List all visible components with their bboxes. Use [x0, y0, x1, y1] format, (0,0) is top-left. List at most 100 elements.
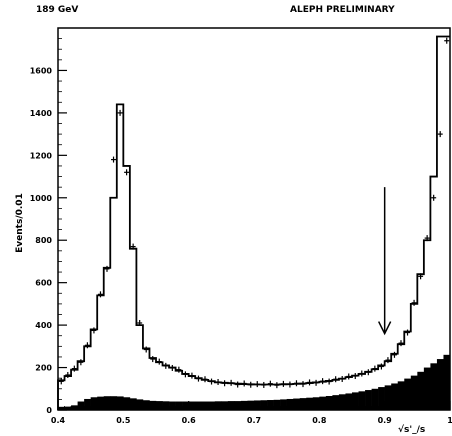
y-tick-label: 1400: [30, 109, 53, 118]
data-point: [248, 381, 254, 388]
x-tick-label: 0.5: [116, 416, 131, 425]
data-point: [195, 375, 201, 382]
background-bar: [319, 396, 327, 410]
background-bar: [267, 400, 274, 410]
plot-area: [57, 35, 451, 410]
data-point: [313, 379, 319, 386]
background-bar: [188, 401, 196, 410]
background-bar: [254, 400, 261, 410]
data-point: [235, 381, 241, 388]
data-point: [84, 342, 90, 349]
data-point: [182, 371, 188, 378]
data-point: [431, 194, 437, 201]
background-bar: [410, 375, 418, 410]
data-point: [228, 379, 234, 386]
background-bar: [286, 398, 294, 410]
background-bar: [280, 399, 287, 410]
data-point: [372, 365, 378, 372]
data-point: [78, 359, 84, 366]
data-point: [104, 265, 110, 272]
background-bar: [64, 406, 72, 410]
background-bar: [77, 401, 85, 410]
background-bar: [430, 363, 438, 410]
x-tick-label: 0.8: [312, 416, 327, 425]
data-point: [326, 378, 332, 385]
background-bar: [443, 354, 451, 410]
background-bar: [378, 387, 385, 410]
y-tick-label: 600: [35, 279, 52, 288]
data-point: [385, 357, 391, 364]
data-point: [189, 372, 195, 379]
background-bar: [182, 401, 189, 410]
background-bar: [391, 383, 399, 410]
data-point: [65, 371, 71, 378]
background-bar: [404, 378, 412, 410]
data-point: [169, 364, 175, 371]
data-point: [241, 380, 247, 387]
background-bar: [156, 401, 163, 410]
data-point: [307, 379, 313, 386]
y-tick-label: 200: [35, 364, 52, 373]
background-bar: [293, 398, 301, 410]
background-bar: [312, 397, 320, 410]
background-bar: [240, 400, 248, 410]
data-point: [444, 37, 450, 44]
background-bar: [149, 400, 157, 410]
data-point: [130, 243, 136, 250]
data-point: [333, 376, 339, 383]
data-point: [378, 363, 384, 370]
data-point: [163, 362, 169, 369]
background-bar: [384, 385, 392, 410]
data-point: [411, 299, 417, 306]
cut-arrow: [377, 187, 392, 336]
data-point: [261, 381, 267, 388]
data-point: [424, 235, 430, 242]
y-tick-label: 1000: [30, 194, 53, 203]
data-point: [176, 366, 182, 373]
background-bar: [110, 396, 118, 410]
data-point: [437, 131, 443, 138]
background-bar: [103, 396, 111, 410]
data-point: [391, 351, 397, 358]
data-point: [111, 156, 117, 163]
data-point: [124, 169, 130, 176]
background-bar: [299, 398, 307, 410]
background-bar: [325, 395, 333, 410]
y-tick-label: 800: [35, 236, 52, 245]
histogram-line: [57, 35, 450, 410]
data-point: [398, 340, 404, 347]
data-point: [137, 319, 143, 326]
data-point: [267, 380, 273, 387]
data-point: [215, 378, 221, 385]
data-point: [274, 382, 280, 389]
background-bar: [273, 399, 281, 410]
y-tick-label: 0: [46, 406, 52, 415]
data-point: [418, 273, 424, 280]
background-bar: [260, 400, 268, 410]
y-tick-label: 1200: [30, 151, 53, 160]
background-bar: [234, 401, 242, 410]
header-experiment: ALEPH PRELIMINARY: [290, 5, 395, 15]
background-bar: [221, 401, 229, 410]
background-bar: [97, 396, 105, 410]
data-point: [222, 380, 228, 387]
data-point: [405, 329, 411, 336]
background-bar: [371, 388, 379, 410]
background-bar: [169, 401, 176, 410]
data-point: [300, 381, 306, 388]
background-bar: [214, 401, 222, 410]
background-bar: [208, 401, 216, 410]
data-point: [352, 373, 358, 380]
data-point: [359, 370, 365, 377]
data-point: [71, 365, 77, 372]
background-bar: [345, 393, 353, 410]
background-bar: [142, 400, 150, 410]
data-point: [143, 346, 149, 353]
background-bar: [116, 396, 124, 410]
background-bar: [247, 400, 255, 410]
background-bar: [365, 390, 372, 410]
background-bar: [397, 381, 405, 410]
x-tick-label: 0.7: [247, 416, 261, 425]
background-bar: [129, 398, 137, 410]
